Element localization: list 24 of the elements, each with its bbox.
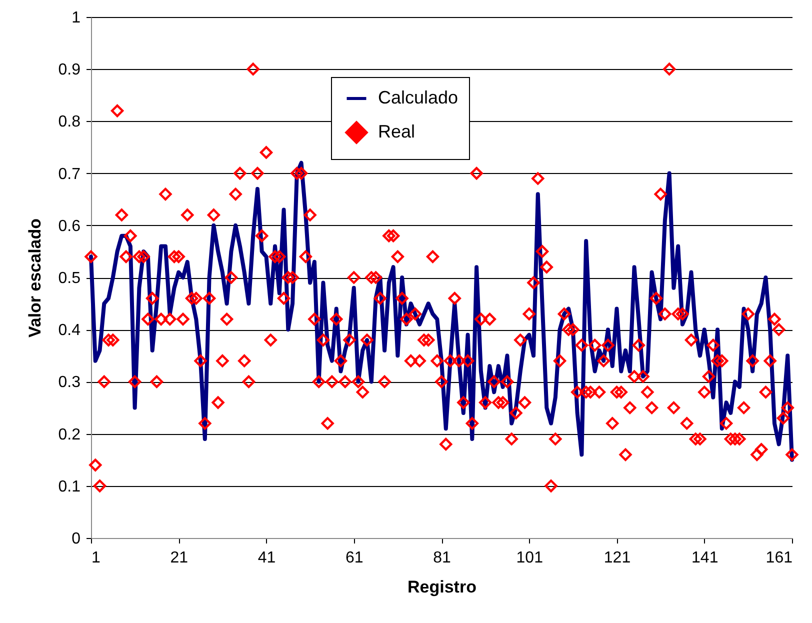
- y-tick-label: 0.7: [58, 166, 81, 183]
- x-tick-label: 1: [92, 550, 100, 566]
- y-tick-label: 0.5: [58, 270, 81, 287]
- legend-label: Real: [378, 122, 416, 142]
- x-tick-label: 41: [258, 550, 276, 566]
- x-tick-label: 21: [170, 550, 188, 566]
- y-tick-label: 0.2: [58, 426, 81, 444]
- x-tick-label: 121: [604, 550, 631, 566]
- y-tick-label: 1: [72, 10, 81, 26]
- y-tick-label: 0.8: [58, 114, 81, 131]
- y-tick-label: 0: [72, 530, 81, 548]
- y-axis-title: Valor escalado: [25, 218, 44, 338]
- y-tick-label: 0.9: [58, 62, 81, 79]
- x-axis-title: Registro: [408, 578, 476, 596]
- x-tick-label: 101: [516, 550, 544, 566]
- x-tick-label: 141: [692, 550, 718, 566]
- y-tick-label: 0.3: [58, 374, 81, 392]
- legend-label: Calculado: [378, 88, 458, 108]
- y-tick-label: 0.6: [58, 218, 81, 235]
- x-tick-label: 161: [766, 550, 793, 566]
- y-tick-label: 0.4: [58, 322, 81, 340]
- x-tick-label: 81: [433, 550, 451, 566]
- y-tick-label: 0.1: [58, 478, 81, 496]
- x-tick-label: 61: [345, 550, 364, 566]
